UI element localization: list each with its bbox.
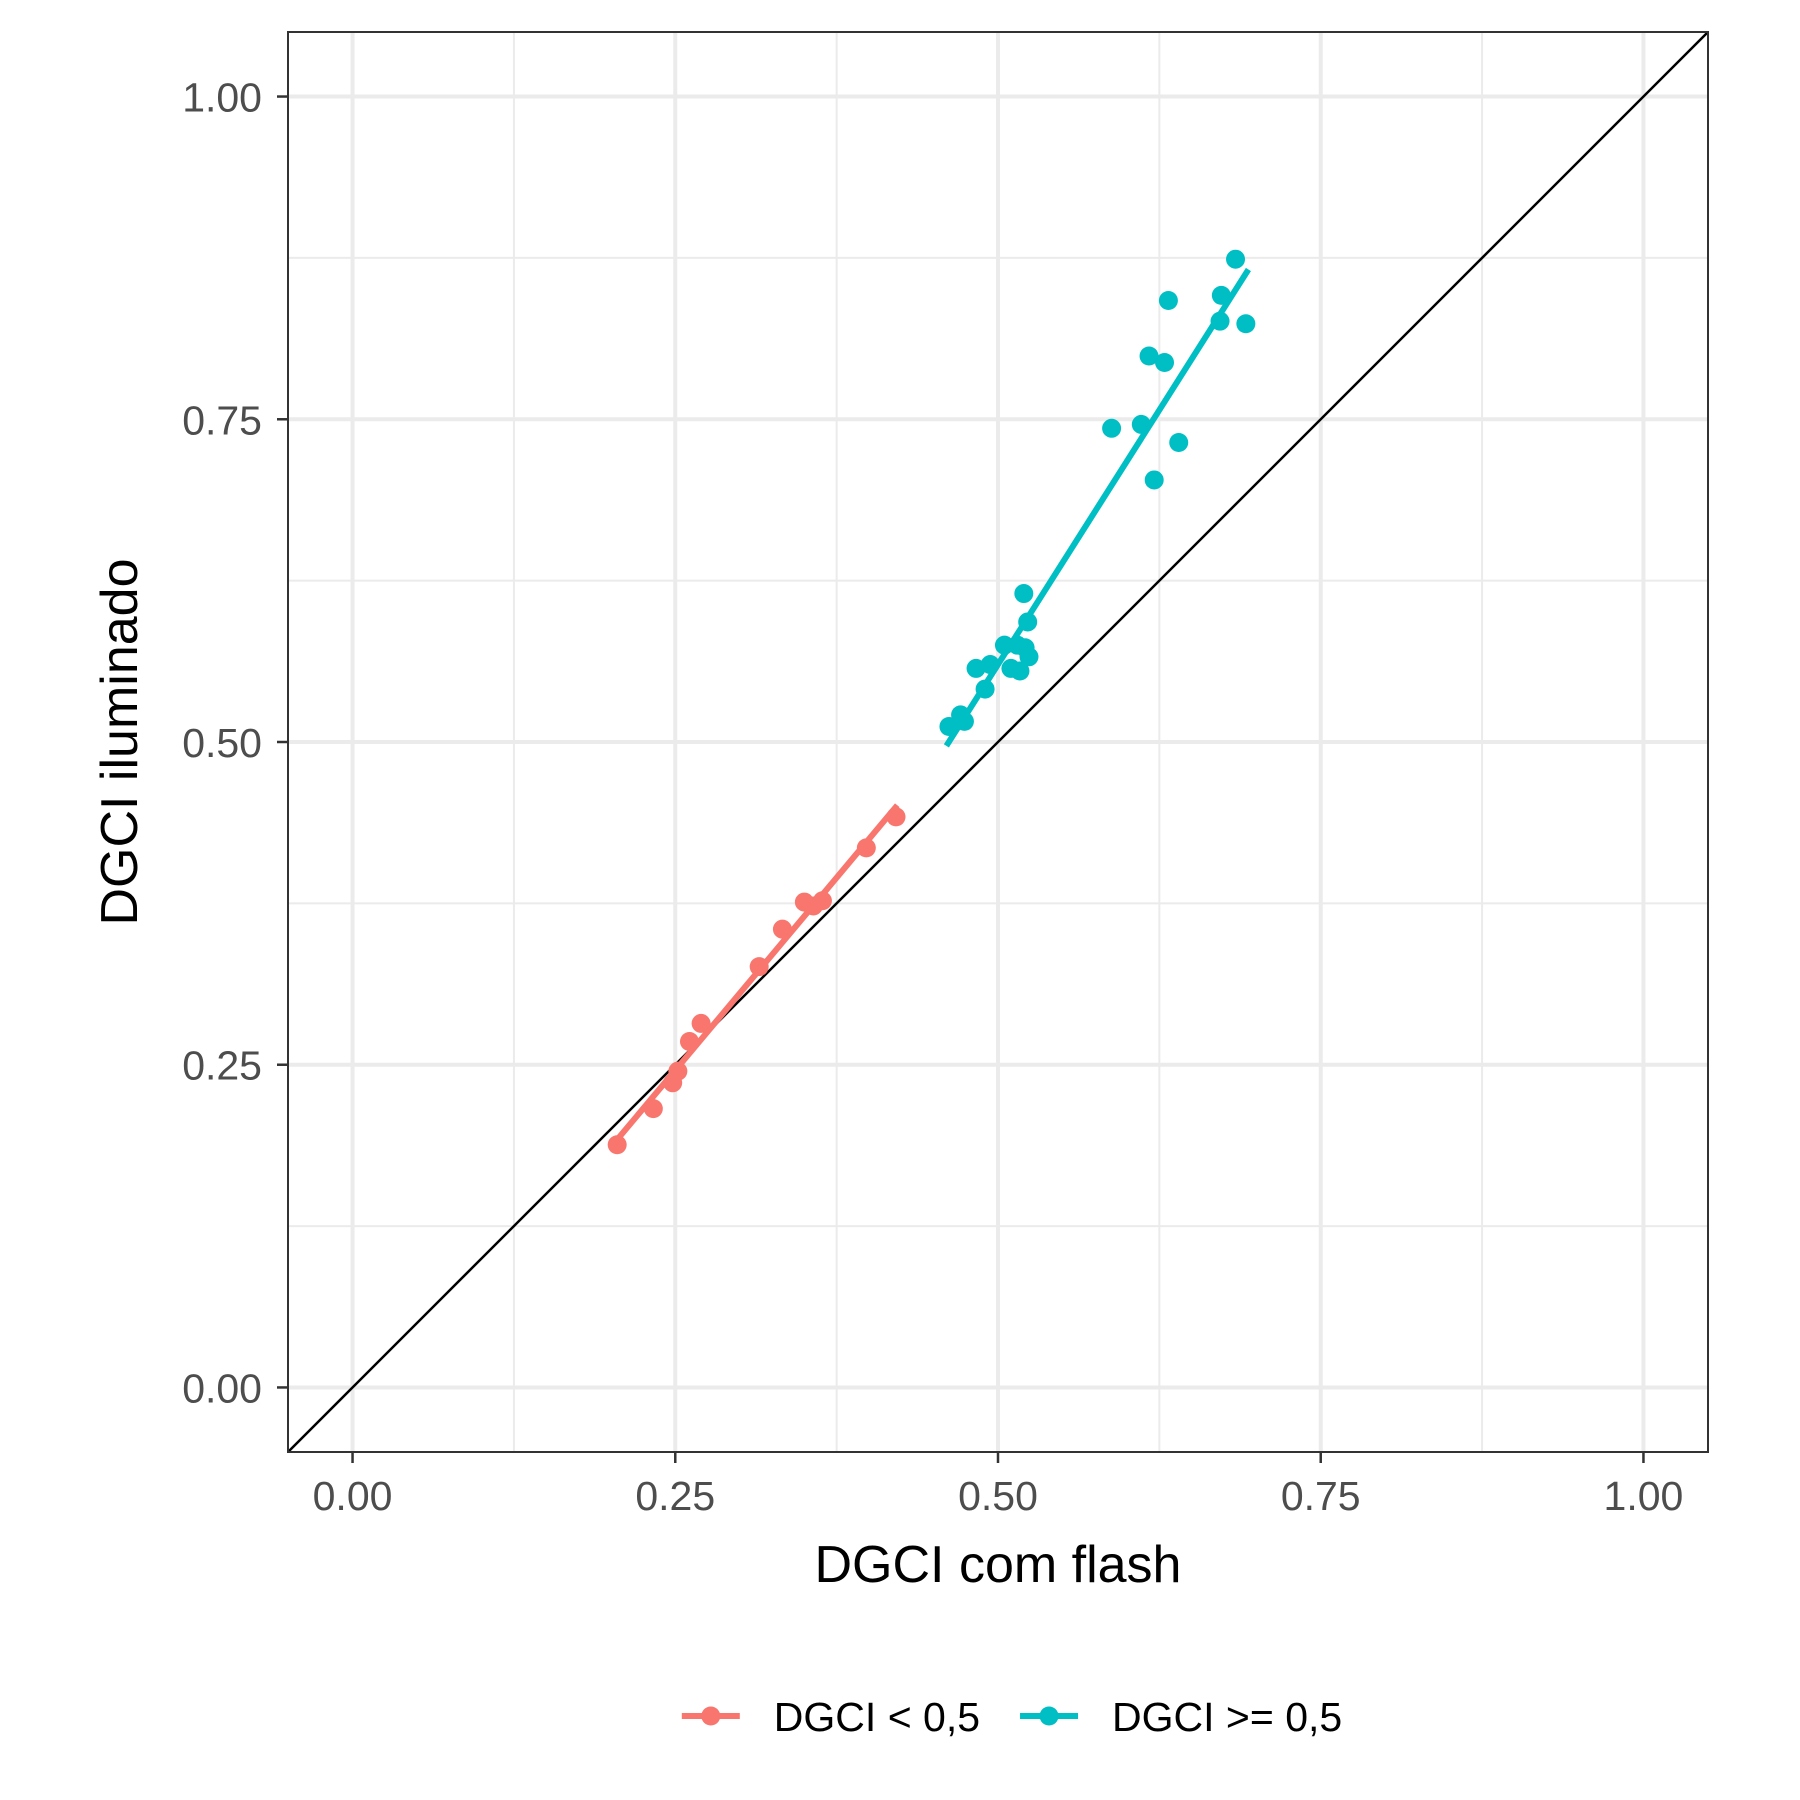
regression-line — [943, 267, 1251, 748]
data-point — [607, 1135, 627, 1155]
data-point — [1139, 346, 1159, 366]
axis-ticks: 0.00 0.25 0.50 0.75 1.00 0.00 0.25 0.50 0.75 1.00 — [182, 75, 1683, 1519]
data-point — [643, 1099, 663, 1119]
data-point — [1155, 352, 1175, 372]
data-point — [679, 1031, 699, 1051]
legend-key-point — [1039, 1706, 1059, 1726]
y-tick-label: 0.75 — [182, 397, 262, 443]
data-point — [1018, 612, 1038, 632]
y-tick-label: 1.00 — [182, 75, 262, 121]
series-2 — [939, 249, 1256, 748]
data-point — [939, 717, 959, 737]
data-point — [1211, 285, 1231, 305]
y-axis-title: DGCI iluminado — [91, 558, 149, 925]
grid-lines — [288, 32, 1708, 1452]
series-1 — [607, 803, 906, 1155]
data-point — [980, 655, 1000, 675]
data-point — [1226, 249, 1246, 269]
legend-key — [681, 1706, 740, 1726]
data-point — [1102, 418, 1122, 438]
data-point — [1158, 291, 1178, 311]
legend: DGCI < 0,5 DGCI >= 0,5 — [681, 1694, 1342, 1740]
data-point — [812, 891, 832, 911]
legend-label: DGCI < 0,5 — [774, 1694, 980, 1740]
legend-label: DGCI >= 0,5 — [1112, 1694, 1342, 1740]
data-point — [668, 1061, 688, 1081]
legend-item-1: DGCI < 0,5 — [681, 1694, 980, 1740]
data-point — [691, 1013, 711, 1033]
x-tick-label: 1.00 — [1604, 1473, 1684, 1519]
x-tick-label: 0.50 — [958, 1473, 1038, 1519]
reference-line-layer — [288, 32, 1708, 1452]
x-axis-title: DGCI com flash — [815, 1536, 1182, 1594]
data-point — [1169, 433, 1189, 453]
data-point — [856, 838, 876, 858]
reference-line-y-equals-x — [288, 32, 1708, 1452]
data-point — [1010, 661, 1030, 681]
legend-key-point — [701, 1706, 721, 1726]
data-point — [886, 807, 906, 827]
x-tick-label: 0.00 — [313, 1473, 393, 1519]
data-point — [772, 919, 792, 939]
data-point — [1210, 311, 1230, 331]
legend-item-2: DGCI >= 0,5 — [1020, 1694, 1342, 1740]
data-point — [1236, 314, 1256, 334]
data-point — [975, 679, 995, 699]
data-point — [954, 711, 974, 731]
legend-key — [1020, 1706, 1079, 1726]
y-tick-label: 0.50 — [182, 720, 262, 766]
x-tick-label: 0.75 — [1281, 1473, 1361, 1519]
x-tick-label: 0.25 — [635, 1473, 715, 1519]
y-tick-label: 0.00 — [182, 1365, 262, 1411]
data-point — [1019, 647, 1039, 667]
data-point — [749, 957, 769, 977]
series-layer — [607, 249, 1256, 1155]
y-tick-label: 0.25 — [182, 1043, 262, 1089]
data-point — [1144, 470, 1164, 490]
data-point — [1131, 414, 1151, 434]
data-point — [1014, 584, 1034, 604]
